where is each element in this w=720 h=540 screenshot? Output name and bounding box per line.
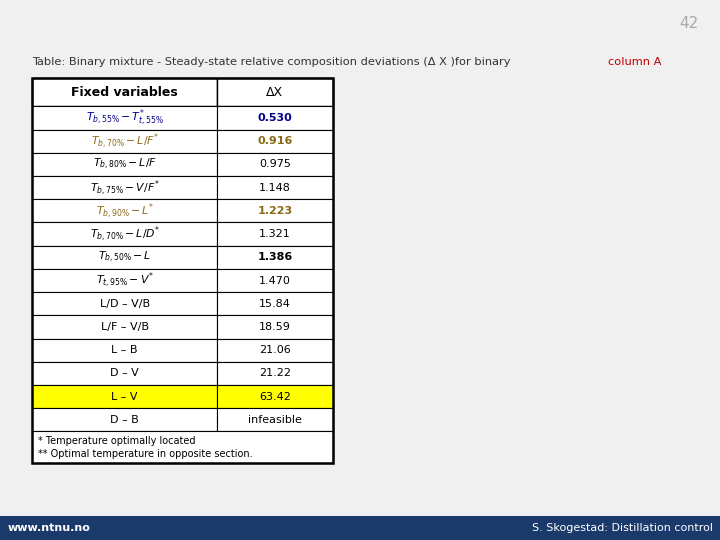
- Text: 42: 42: [679, 16, 698, 31]
- Bar: [32, 176, 217, 199]
- Bar: [32, 153, 217, 176]
- Text: L – V: L – V: [112, 392, 138, 402]
- Text: 1.470: 1.470: [259, 275, 291, 286]
- Bar: [32, 408, 217, 431]
- Bar: [32, 246, 217, 269]
- Text: Fixed variables: Fixed variables: [71, 86, 178, 99]
- Text: L/D – V/B: L/D – V/B: [99, 299, 150, 309]
- Text: 1.321: 1.321: [259, 229, 291, 239]
- Text: 63.42: 63.42: [259, 392, 291, 402]
- Bar: [32, 199, 217, 222]
- Text: 0.530: 0.530: [258, 113, 292, 123]
- Bar: [217, 385, 333, 408]
- Text: $T_{t,95\%} - V^{*}$: $T_{t,95\%} - V^{*}$: [96, 271, 153, 291]
- Bar: [217, 222, 333, 246]
- Text: 1.386: 1.386: [257, 252, 292, 262]
- Text: 0.975: 0.975: [259, 159, 291, 170]
- Bar: [217, 339, 333, 362]
- Text: 1.223: 1.223: [257, 206, 292, 216]
- Text: $T_{b,90\%} - L^{*}$: $T_{b,90\%} - L^{*}$: [96, 201, 154, 221]
- Text: $T_{b,55\%} - T_{t,55\%}^{*}$: $T_{b,55\%} - T_{t,55\%}^{*}$: [86, 107, 163, 129]
- Bar: [32, 339, 217, 362]
- Bar: [32, 222, 217, 246]
- Text: Table: Binary mixture - Steady-state relative composition deviations (Δ X )for b: Table: Binary mixture - Steady-state rel…: [32, 57, 515, 67]
- Text: L – B: L – B: [112, 345, 138, 355]
- Text: 1.148: 1.148: [259, 183, 291, 193]
- Text: infeasible: infeasible: [248, 415, 302, 425]
- Bar: [217, 130, 333, 153]
- Text: ** Optimal temperature in opposite section.: ** Optimal temperature in opposite secti…: [38, 449, 253, 459]
- Bar: [0, 516, 720, 540]
- Text: www.ntnu.no: www.ntnu.no: [7, 523, 90, 533]
- Bar: [217, 246, 333, 269]
- Bar: [217, 153, 333, 176]
- Text: $T_{b,70\%} - L/D^{*}$: $T_{b,70\%} - L/D^{*}$: [89, 224, 160, 244]
- Bar: [217, 106, 333, 130]
- Bar: [217, 315, 333, 339]
- Bar: [32, 362, 217, 385]
- Bar: [217, 408, 333, 431]
- Bar: [32, 292, 217, 315]
- Bar: [32, 269, 217, 292]
- Text: D – B: D – B: [110, 415, 139, 425]
- Text: $T_{b,80\%} - L/F$: $T_{b,80\%} - L/F$: [93, 157, 157, 172]
- Bar: [217, 292, 333, 315]
- Bar: [32, 106, 217, 130]
- Text: L/F – V/B: L/F – V/B: [101, 322, 149, 332]
- Text: ΔX: ΔX: [266, 86, 284, 99]
- Text: S. Skogestad: Distillation control: S. Skogestad: Distillation control: [532, 523, 713, 533]
- Text: 0.916: 0.916: [257, 136, 292, 146]
- Bar: [32, 130, 217, 153]
- Text: 18.59: 18.59: [259, 322, 291, 332]
- Bar: [217, 176, 333, 199]
- Bar: [32, 315, 217, 339]
- Bar: [217, 269, 333, 292]
- Text: $T_{b,50\%} - L$: $T_{b,50\%} - L$: [98, 250, 151, 265]
- Text: D – V: D – V: [110, 368, 139, 379]
- Bar: [217, 362, 333, 385]
- Bar: [32, 78, 217, 106]
- Text: $T_{b,70\%} - L/F^{*}$: $T_{b,70\%} - L/F^{*}$: [91, 131, 159, 151]
- Bar: [217, 78, 333, 106]
- Bar: [217, 199, 333, 222]
- Text: 15.84: 15.84: [259, 299, 291, 309]
- Bar: [32, 431, 333, 463]
- Text: $T_{b,75\%} - V/F^{*}$: $T_{b,75\%} - V/F^{*}$: [90, 178, 160, 198]
- Text: 21.22: 21.22: [259, 368, 291, 379]
- Text: * Temperature optimally located: * Temperature optimally located: [38, 436, 196, 447]
- Bar: [32, 78, 333, 463]
- Bar: [32, 385, 217, 408]
- Text: column A: column A: [608, 57, 662, 67]
- Text: 21.06: 21.06: [259, 345, 291, 355]
